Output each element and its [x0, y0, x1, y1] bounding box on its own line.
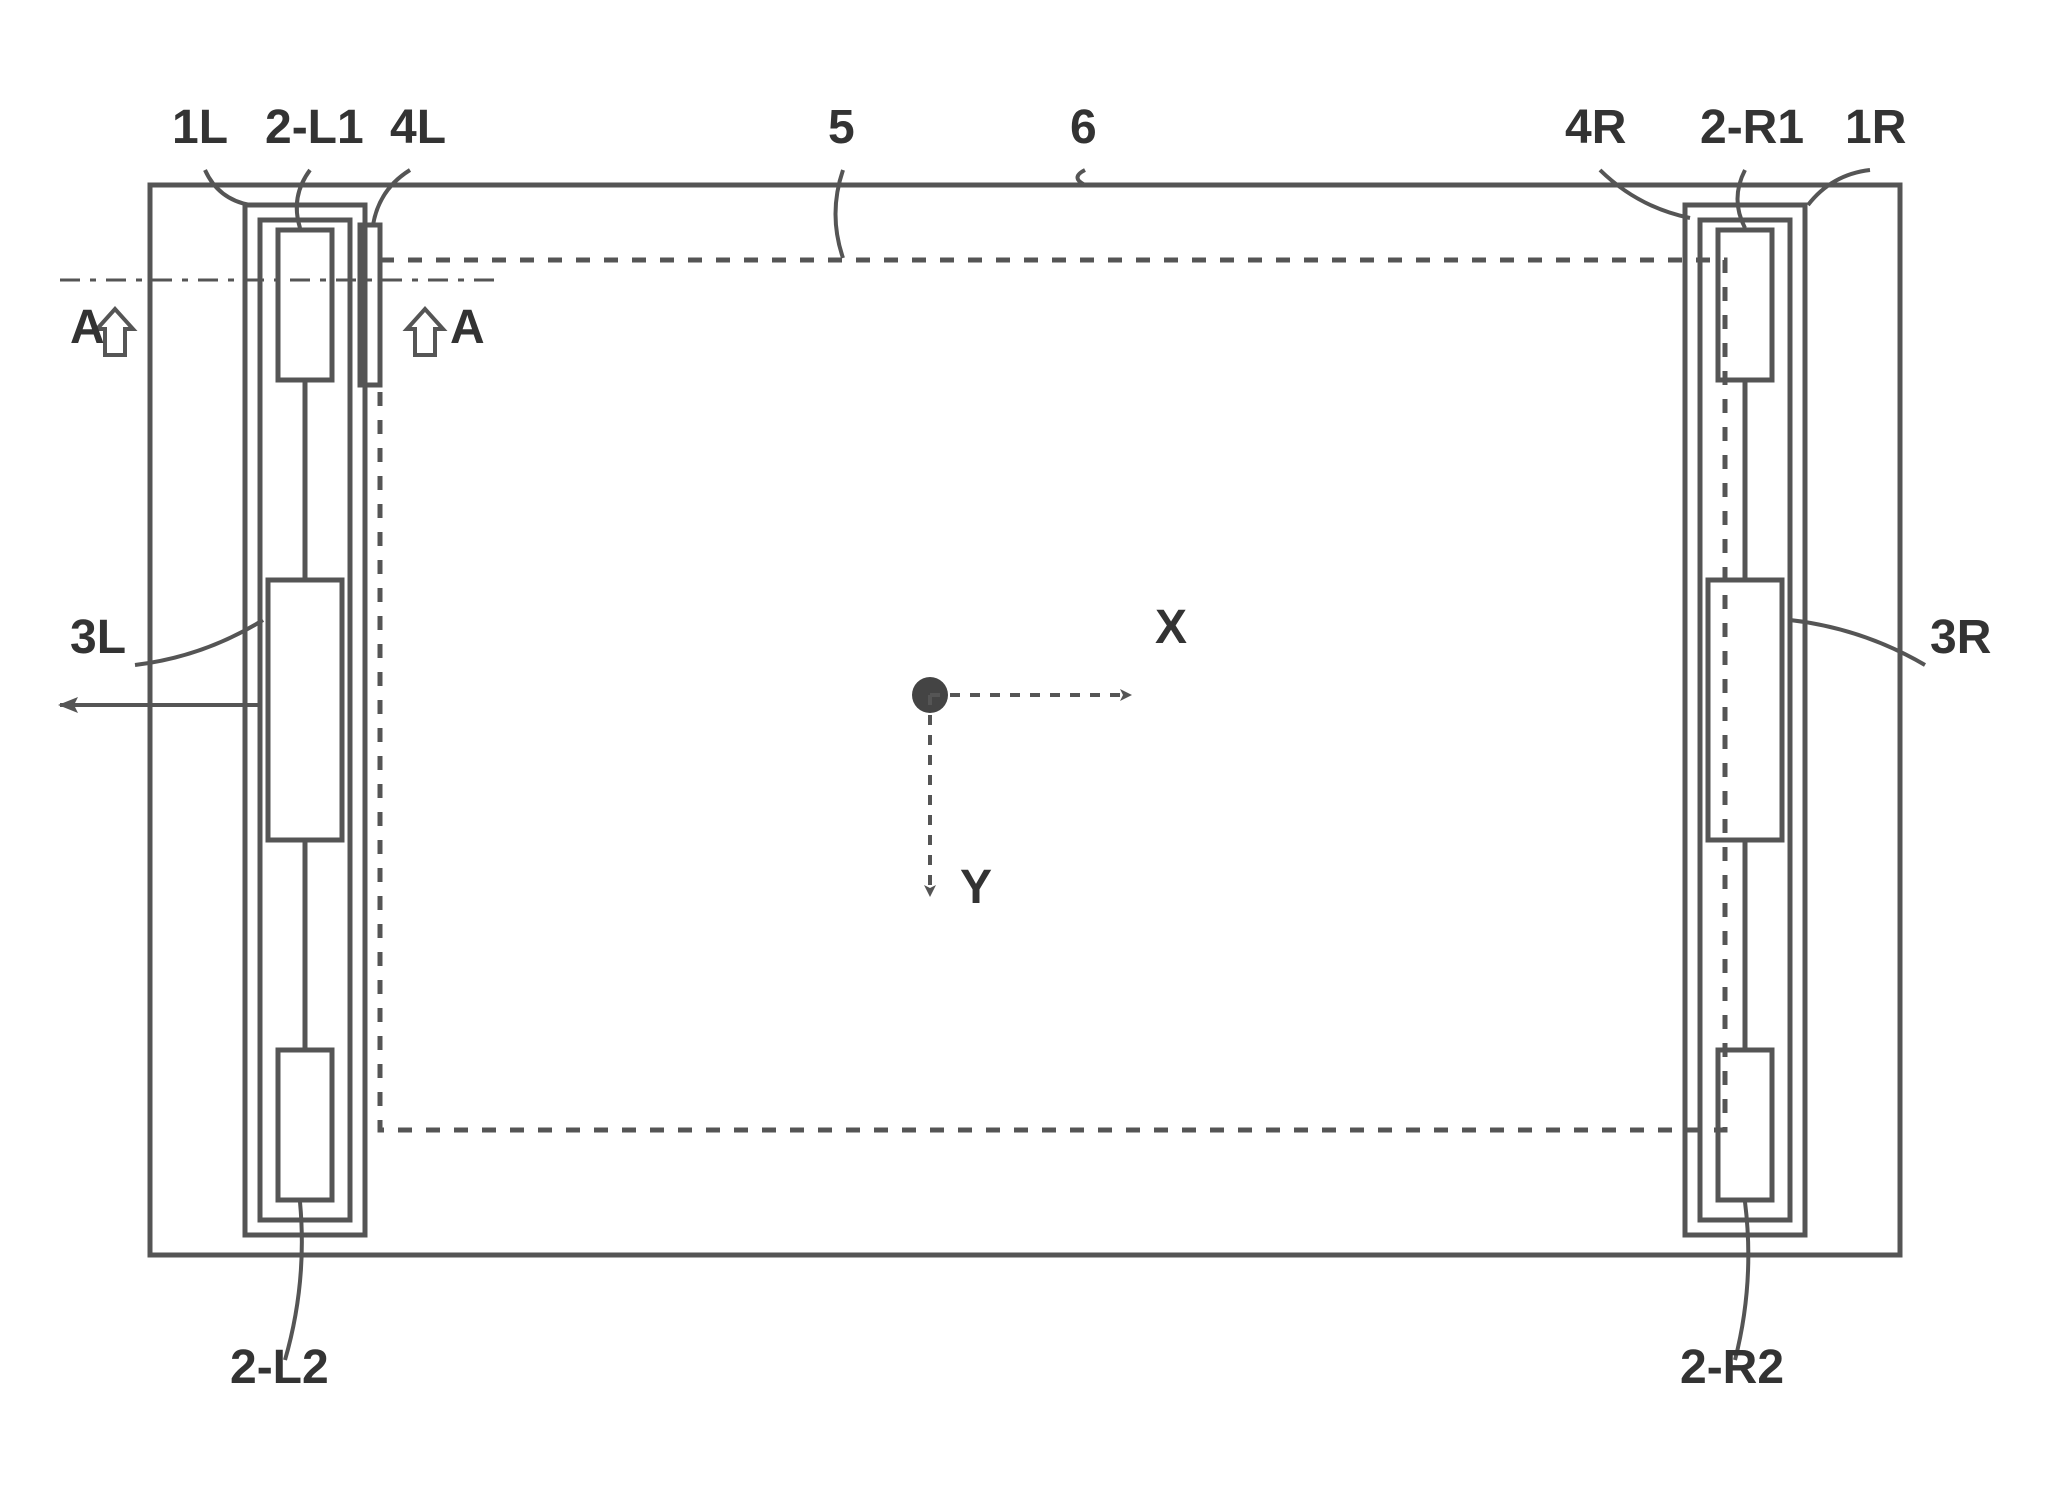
- technical-diagram: [0, 0, 2054, 1489]
- label-1R: 1R: [1845, 100, 1906, 155]
- label-X: X: [1155, 600, 1187, 655]
- label-4R: 4R: [1565, 100, 1626, 155]
- label-Y: Y: [960, 860, 992, 915]
- label-4L: 4L: [390, 100, 446, 155]
- label-1L: 1L: [172, 100, 228, 155]
- label-2-R1: 2-R1: [1700, 100, 1804, 155]
- label-2-L2: 2-L2: [230, 1340, 329, 1395]
- label-5: 5: [828, 100, 855, 155]
- label-2-L1: 2-L1: [265, 100, 364, 155]
- label-3L: 3L: [70, 610, 126, 665]
- label-A_right: A: [450, 300, 485, 355]
- label-6: 6: [1070, 100, 1097, 155]
- label-3R: 3R: [1930, 610, 1991, 665]
- label-2-R2: 2-R2: [1680, 1340, 1784, 1395]
- label-A_left: A: [70, 300, 105, 355]
